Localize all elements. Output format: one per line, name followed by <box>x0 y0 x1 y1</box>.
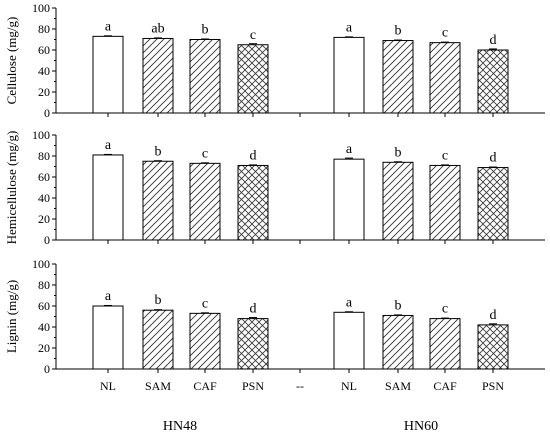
bar <box>92 305 124 370</box>
significance-letter: c <box>442 26 448 41</box>
bar <box>237 318 269 370</box>
bar <box>333 311 365 370</box>
significance-letter: a <box>105 138 112 153</box>
x-tick-label: CAF <box>193 379 217 393</box>
bar <box>189 312 221 370</box>
y-tick-label: 40 <box>38 191 50 205</box>
x-tick-label: PSN <box>242 379 264 393</box>
x-tick-label: NL <box>100 379 116 393</box>
y-tick-label: 20 <box>38 341 50 355</box>
y-axis-label: Cellulose (mg/g) <box>4 17 19 105</box>
significance-letter: a <box>105 289 112 304</box>
chart-panel: 0 20 40 60 80 100 Hemicellulose (mg/g) a b c d a b c d <box>4 128 545 247</box>
y-tick-label: 100 <box>32 1 50 15</box>
bar <box>237 44 269 114</box>
y-axis-label: Hemicellulose (mg/g) <box>4 131 19 245</box>
significance-letter: c <box>202 296 208 311</box>
bar <box>142 309 174 370</box>
y-tick-label: 60 <box>38 170 50 184</box>
y-tick-label: 80 <box>38 22 50 36</box>
x-tick-label: SAM <box>145 379 171 393</box>
y-tick-label: 20 <box>38 85 50 99</box>
y-tick-label: 40 <box>38 64 50 78</box>
bar <box>429 164 461 241</box>
group-label-hn60: HN60 <box>404 419 438 434</box>
bar <box>333 36 365 114</box>
y-tick-label: 60 <box>38 43 50 57</box>
bar <box>189 39 221 114</box>
significance-letter: d <box>250 302 257 317</box>
significance-letter: d <box>490 33 497 48</box>
y-axis-label: Lignin (mg/g) <box>4 280 19 353</box>
bar <box>333 158 365 241</box>
significance-letter: d <box>250 148 257 163</box>
significance-letter: b <box>395 145 402 160</box>
y-tick-label: 20 <box>38 212 50 226</box>
x-category-labels: NL SAM CAF PSN -- NL SAM CAF PSN <box>100 379 504 393</box>
bar <box>382 314 414 370</box>
bar <box>142 160 174 241</box>
x-tick-label: NL <box>341 379 357 393</box>
significance-letter: b <box>202 23 209 38</box>
bar <box>429 318 461 370</box>
x-tick-label: CAF <box>433 379 457 393</box>
significance-letter: c <box>202 146 208 161</box>
group-label-hn48: HN48 <box>163 419 197 434</box>
bar <box>477 324 509 370</box>
bar <box>142 37 174 114</box>
significance-letter: b <box>155 144 162 159</box>
y-tick-label: 60 <box>38 299 50 313</box>
chart-panel: 0 20 40 60 80 100 Lignin (mg/g) a b c d a b c d <box>4 257 545 376</box>
significance-letter: a <box>105 19 112 34</box>
significance-letter: a <box>346 142 353 157</box>
y-tick-label: 80 <box>38 149 50 163</box>
significance-letter: a <box>346 20 353 35</box>
significance-letter: b <box>395 298 402 313</box>
y-tick-label: 0 <box>44 106 50 120</box>
significance-letter: a <box>346 295 353 310</box>
bar <box>382 40 414 114</box>
bar <box>92 35 124 114</box>
y-tick-label: 100 <box>32 257 50 271</box>
x-tick-label: SAM <box>385 379 411 393</box>
y-tick-label: 40 <box>38 320 50 334</box>
significance-letter: ab <box>151 21 164 36</box>
significance-letter: d <box>490 308 497 323</box>
x-tick-label: -- <box>296 379 304 393</box>
bar <box>477 167 509 241</box>
significance-letter: b <box>155 293 162 308</box>
x-tick-label: PSN <box>482 379 504 393</box>
group-labels: HN48 HN60 <box>163 419 438 434</box>
bar <box>189 162 221 241</box>
bar <box>477 49 509 114</box>
y-tick-label: 80 <box>38 278 50 292</box>
bar <box>92 154 124 241</box>
significance-letter: c <box>442 302 448 317</box>
y-tick-label: 0 <box>44 233 50 247</box>
bar <box>382 161 414 241</box>
bar <box>429 42 461 114</box>
significance-letter: c <box>442 148 448 163</box>
significance-letter: c <box>250 28 256 43</box>
significance-letter: b <box>395 24 402 39</box>
y-tick-label: 0 <box>44 362 50 376</box>
y-tick-label: 100 <box>32 128 50 142</box>
bar <box>237 164 269 241</box>
significance-letter: d <box>490 151 497 166</box>
